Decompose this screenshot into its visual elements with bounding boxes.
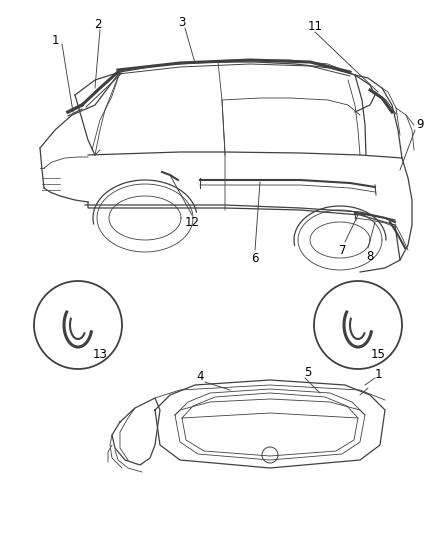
- Text: 11: 11: [307, 20, 322, 33]
- Text: 2: 2: [94, 19, 102, 31]
- Text: 4: 4: [196, 369, 204, 383]
- Text: 5: 5: [304, 366, 312, 378]
- Text: 1: 1: [51, 34, 59, 46]
- Text: 12: 12: [184, 215, 199, 229]
- Text: 9: 9: [416, 117, 424, 131]
- Text: 1: 1: [374, 367, 382, 381]
- Text: 7: 7: [339, 244, 347, 256]
- Text: 8: 8: [366, 249, 374, 262]
- Text: 6: 6: [251, 252, 259, 264]
- Text: 13: 13: [92, 349, 107, 361]
- Text: 15: 15: [371, 349, 385, 361]
- Text: 3: 3: [178, 15, 186, 28]
